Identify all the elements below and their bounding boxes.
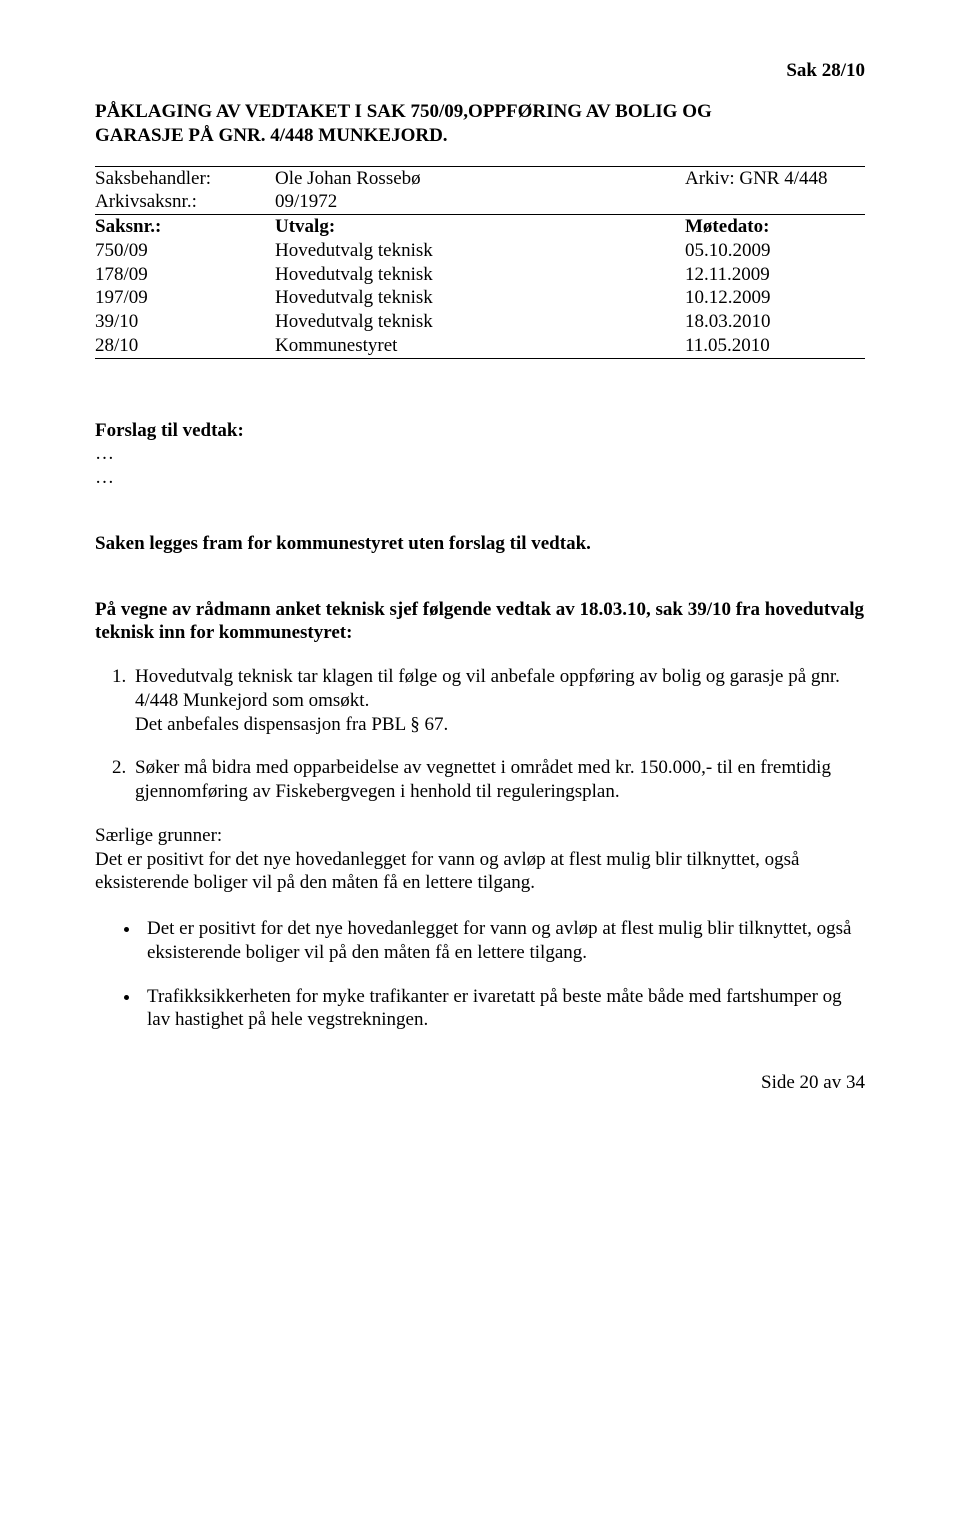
page: Sak 28/10 PÅKLAGING AV VEDTAKET I SAK 75…: [0, 0, 960, 1154]
cell-utvalg: Hovedutvalg teknisk: [275, 263, 685, 287]
table-row: 197/09 Hovedutvalg teknisk 10.12.2009: [95, 286, 865, 310]
cell-nr: 28/10: [95, 334, 275, 358]
list-item: Det er positivt for det nye hovedanlegge…: [141, 917, 865, 965]
cell-utvalg: Hovedutvalg teknisk: [275, 239, 685, 263]
cell-dato: 11.05.2010: [685, 334, 865, 358]
cell-utvalg: Hovedutvalg teknisk: [275, 286, 685, 310]
case-ref: Sak 28/10: [95, 60, 865, 82]
utvalg-label: Utvalg:: [275, 215, 685, 239]
saerlige-grunner: Særlige grunner: Det er positivt for det…: [95, 824, 865, 895]
saerlige-label: Særlige grunner:: [95, 825, 222, 846]
numbered-list: Hovedutvalg teknisk tar klagen til følge…: [95, 665, 865, 804]
cell-nr: 39/10: [95, 310, 275, 334]
page-title: PÅKLAGING AV VEDTAKET I SAK 750/09,OPPFØ…: [95, 100, 865, 148]
forslag-dots-2: …: [95, 466, 865, 490]
list-item: Trafikksikkerheten for myke trafikanter …: [141, 985, 865, 1033]
saksnr-label: Saksnr.:: [95, 215, 275, 239]
saksbehandler-label: Saksbehandler:: [95, 167, 275, 191]
forslag-heading: Forslag til vedtak:: [95, 419, 865, 443]
arkiv-label: Arkiv: GNR 4/448: [685, 167, 865, 191]
motedato-label: Møtedato:: [685, 215, 865, 239]
cell-utvalg: Hovedutvalg teknisk: [275, 310, 685, 334]
saerlige-text: Det er positivt for det nye hovedanlegge…: [95, 849, 799, 894]
saksbehandler-value: Ole Johan Rossebø: [275, 167, 685, 191]
cell-nr: 178/09: [95, 263, 275, 287]
saken-legges: Saken legges fram for kommunestyret uten…: [95, 532, 865, 556]
table-row: 178/09 Hovedutvalg teknisk 12.11.2009: [95, 263, 865, 287]
cell-utvalg: Kommunestyret: [275, 334, 685, 358]
list-item: Hovedutvalg teknisk tar klagen til følge…: [131, 665, 865, 736]
cell-nr: 750/09: [95, 239, 275, 263]
meta-row-arkivsaksnr: Arkivsaksnr.: 09/1972: [95, 190, 865, 214]
num2-text: Søker må bidra med opparbeidelse av vegn…: [135, 757, 831, 802]
arkivsaksnr-label: Arkivsaksnr.:: [95, 190, 275, 214]
page-footer: Side 20 av 34: [95, 1072, 865, 1094]
cell-dato: 18.03.2010: [685, 310, 865, 334]
cell-nr: 197/09: [95, 286, 275, 310]
meta-row-saksbehandler: Saksbehandler: Ole Johan Rossebø Arkiv: …: [95, 167, 865, 191]
num1-text: Hovedutvalg teknisk tar klagen til følge…: [135, 666, 840, 735]
table-row: 28/10 Kommunestyret 11.05.2010: [95, 334, 865, 358]
forslag-dots-1: …: [95, 442, 865, 466]
bullet2-text: Trafikksikkerheten for myke trafikanter …: [147, 986, 842, 1031]
list-item: Søker må bidra med opparbeidelse av vegn…: [131, 756, 865, 804]
cell-dato: 10.12.2009: [685, 286, 865, 310]
table-row: 39/10 Hovedutvalg teknisk 18.03.2010: [95, 310, 865, 334]
table-row: 750/09 Hovedutvalg teknisk 05.10.2009: [95, 239, 865, 263]
cell-dato: 05.10.2009: [685, 239, 865, 263]
title-line-2: GARASJE PÅ GNR. 4/448 MUNKEJORD.: [95, 125, 448, 146]
arkivsaksnr-value: 09/1972: [275, 190, 685, 214]
utvalg-header-row: Saksnr.: Utvalg: Møtedato:: [95, 215, 865, 239]
anket-heading: På vegne av rådmann anket teknisk sjef f…: [95, 598, 865, 646]
utvalg-table: Saksnr.: Utvalg: Møtedato: 750/09 Hovedu…: [95, 215, 865, 358]
cell-dato: 12.11.2009: [685, 263, 865, 287]
bullet1-text: Det er positivt for det nye hovedanlegge…: [147, 918, 851, 963]
forslag-section: Forslag til vedtak: … …: [95, 419, 865, 490]
title-line-1: PÅKLAGING AV VEDTAKET I SAK 750/09,OPPFØ…: [95, 101, 712, 122]
meta-table: Saksbehandler: Ole Johan Rossebø Arkiv: …: [95, 167, 865, 215]
bullet-list: Det er positivt for det nye hovedanlegge…: [95, 917, 865, 1032]
